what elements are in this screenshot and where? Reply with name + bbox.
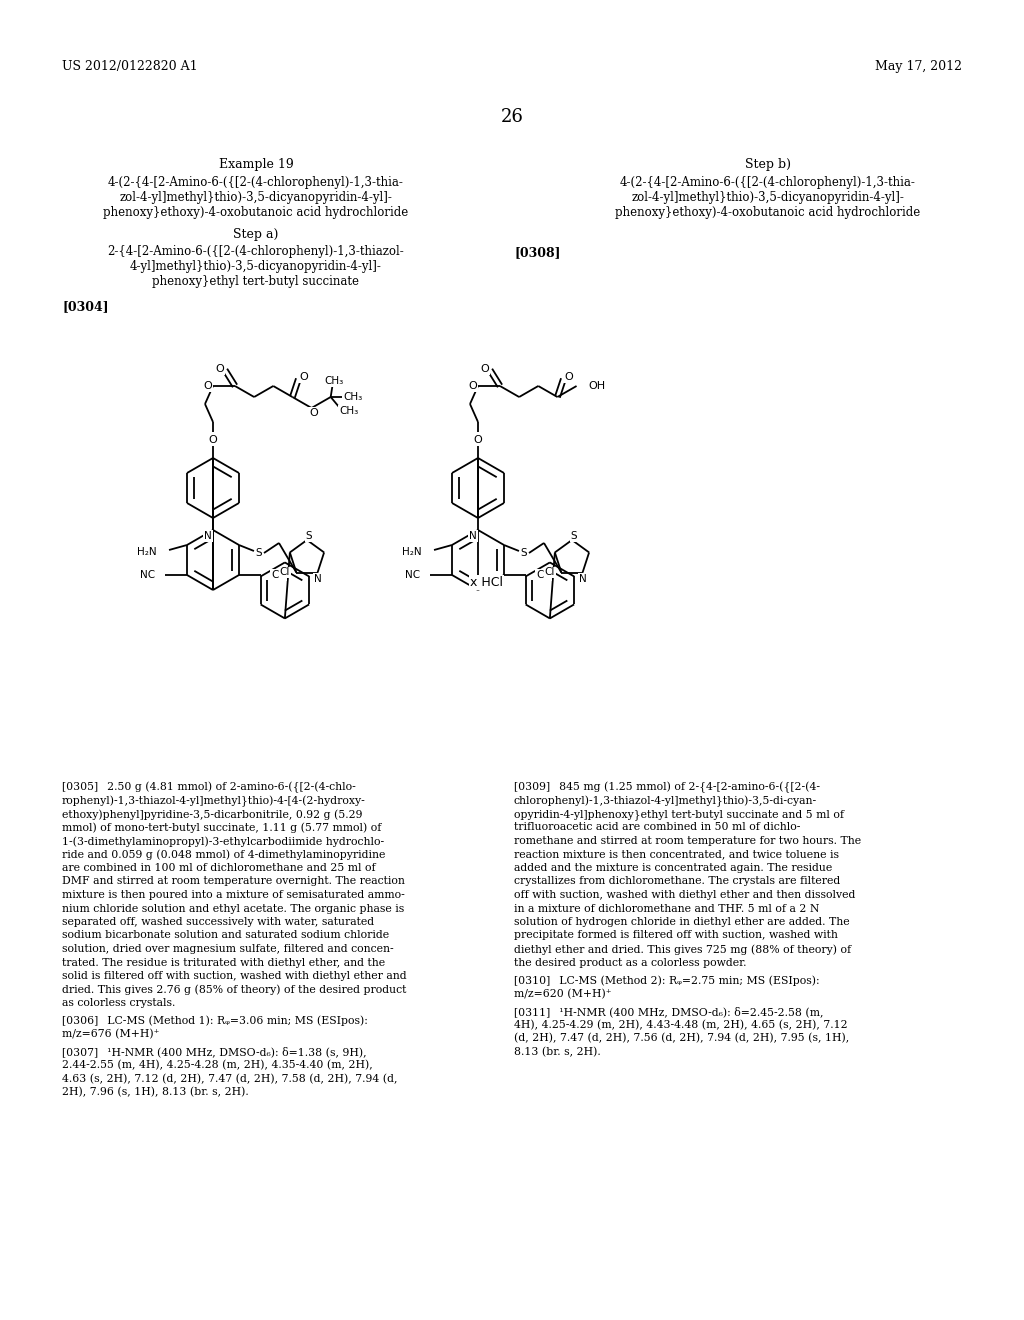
Text: zol-4-yl]methyl}thio)-3,5-dicyanopyridin-4-yl]-: zol-4-yl]methyl}thio)-3,5-dicyanopyridin… [632, 191, 904, 205]
Text: trifluoroacetic acid are combined in 50 ml of dichlo-: trifluoroacetic acid are combined in 50 … [514, 822, 801, 833]
Text: S: S [306, 531, 312, 541]
Text: solution, dried over magnesium sulfate, filtered and concen-: solution, dried over magnesium sulfate, … [62, 944, 393, 954]
Text: O: O [564, 372, 572, 381]
Text: phenoxy}ethoxy)-4-oxobutanoic acid hydrochloride: phenoxy}ethoxy)-4-oxobutanoic acid hydro… [615, 206, 921, 219]
Text: diethyl ether and dried. This gives 725 mg (88% of theory) of: diethyl ether and dried. This gives 725 … [514, 944, 851, 954]
Text: H₂N: H₂N [137, 546, 157, 557]
Text: O: O [299, 372, 308, 381]
Text: S: S [570, 531, 578, 541]
Text: 4-(2-{4-[2-Amino-6-({[2-(4-chlorophenyl)-1,3-thia-: 4-(2-{4-[2-Amino-6-({[2-(4-chlorophenyl)… [109, 176, 403, 189]
Text: as colorless crystals.: as colorless crystals. [62, 998, 175, 1008]
Text: 4H), 4.25-4.29 (m, 2H), 4.43-4.48 (m, 2H), 4.65 (s, 2H), 7.12: 4H), 4.25-4.29 (m, 2H), 4.43-4.48 (m, 2H… [514, 1019, 848, 1030]
Text: Example 19: Example 19 [219, 158, 293, 172]
Text: DMF and stirred at room temperature overnight. The reaction: DMF and stirred at room temperature over… [62, 876, 404, 887]
Text: trated. The residue is triturated with diethyl ether, and the: trated. The residue is triturated with d… [62, 957, 385, 968]
Text: separated off, washed successively with water, saturated: separated off, washed successively with … [62, 917, 374, 927]
Text: US 2012/0122820 A1: US 2012/0122820 A1 [62, 59, 198, 73]
Text: O: O [480, 364, 489, 374]
Text: nium chloride solution and ethyl acetate. The organic phase is: nium chloride solution and ethyl acetate… [62, 903, 404, 913]
Text: added and the mixture is concentrated again. The residue: added and the mixture is concentrated ag… [514, 863, 833, 873]
Text: phenoxy}ethyl tert-butyl succinate: phenoxy}ethyl tert-butyl succinate [153, 275, 359, 288]
Text: m/z=676 (M+H)⁺: m/z=676 (M+H)⁺ [62, 1030, 160, 1039]
Text: S: S [256, 548, 262, 558]
Text: are combined in 100 ml of dichloromethane and 25 ml of: are combined in 100 ml of dichloromethan… [62, 863, 376, 873]
Text: N: N [579, 574, 587, 583]
Text: rophenyl)-1,3-thiazol-4-yl]methyl}thio)-4-[4-(2-hydroxy-: rophenyl)-1,3-thiazol-4-yl]methyl}thio)-… [62, 796, 366, 807]
Text: solid is filtered off with suction, washed with diethyl ether and: solid is filtered off with suction, wash… [62, 972, 407, 981]
Text: Step a): Step a) [233, 228, 279, 242]
Text: 2H), 7.96 (s, 1H), 8.13 (br. s, 2H).: 2H), 7.96 (s, 1H), 8.13 (br. s, 2H). [62, 1086, 249, 1097]
Text: in a mixture of dichloromethane and THF. 5 ml of a 2 N: in a mixture of dichloromethane and THF.… [514, 903, 819, 913]
Text: May 17, 2012: May 17, 2012 [874, 59, 962, 73]
Text: 26: 26 [501, 108, 523, 125]
Text: NC: NC [404, 570, 420, 579]
Text: mmol) of mono-tert-butyl succinate, 1.11 g (5.77 mmol) of: mmol) of mono-tert-butyl succinate, 1.11… [62, 822, 381, 833]
Text: 1-(3-dimethylaminopropyl)-3-ethylcarbodiimide hydrochlo-: 1-(3-dimethylaminopropyl)-3-ethylcarbodi… [62, 836, 384, 846]
Text: ride and 0.059 g (0.048 mmol) of 4-dimethylaminopyridine: ride and 0.059 g (0.048 mmol) of 4-dimet… [62, 850, 385, 861]
Text: O: O [474, 436, 482, 445]
Text: CH₃: CH₃ [324, 376, 343, 385]
Text: 8.13 (br. s, 2H).: 8.13 (br. s, 2H). [514, 1047, 601, 1057]
Text: CN: CN [536, 570, 551, 579]
Text: O: O [216, 364, 224, 374]
Text: zol-4-yl]methyl}thio)-3,5-dicyanopyridin-4-yl]-: zol-4-yl]methyl}thio)-3,5-dicyanopyridin… [120, 191, 392, 205]
Text: 4-(2-{4-[2-Amino-6-({[2-(4-chlorophenyl)-1,3-thia-: 4-(2-{4-[2-Amino-6-({[2-(4-chlorophenyl)… [621, 176, 915, 189]
Text: dried. This gives 2.76 g (85% of theory) of the desired product: dried. This gives 2.76 g (85% of theory)… [62, 985, 407, 995]
Text: 2-{4-[2-Amino-6-({[2-(4-chlorophenyl)-1,3-thiazol-: 2-{4-[2-Amino-6-({[2-(4-chlorophenyl)-1,… [108, 246, 404, 257]
Text: Cl: Cl [545, 568, 555, 577]
Text: CH₃: CH₃ [339, 407, 358, 416]
Text: S: S [520, 548, 527, 558]
Text: O: O [469, 381, 477, 391]
Text: x HCl: x HCl [470, 576, 503, 589]
Text: ethoxy)phenyl]pyridine-3,5-dicarbonitrile, 0.92 g (5.29: ethoxy)phenyl]pyridine-3,5-dicarbonitril… [62, 809, 362, 820]
Text: H₂N: H₂N [402, 546, 422, 557]
Text: mixture is then poured into a mixture of semisaturated ammo-: mixture is then poured into a mixture of… [62, 890, 404, 900]
Text: [0305]  2.50 g (4.81 mmol) of 2-amino-6-({[2-(4-chlo-: [0305] 2.50 g (4.81 mmol) of 2-amino-6-(… [62, 781, 355, 793]
Text: Cl: Cl [280, 568, 290, 577]
Text: N: N [204, 531, 212, 541]
Text: reaction mixture is then concentrated, and twice toluene is: reaction mixture is then concentrated, a… [514, 850, 839, 859]
Text: phenoxy}ethoxy)-4-oxobutanoic acid hydrochloride: phenoxy}ethoxy)-4-oxobutanoic acid hydro… [103, 206, 409, 219]
Text: CH₃: CH₃ [343, 392, 362, 403]
Text: 4.63 (s, 2H), 7.12 (d, 2H), 7.47 (d, 2H), 7.58 (d, 2H), 7.94 (d,: 4.63 (s, 2H), 7.12 (d, 2H), 7.47 (d, 2H)… [62, 1073, 397, 1084]
Text: O: O [209, 436, 217, 445]
Text: 4-yl]methyl}thio)-3,5-dicyanopyridin-4-yl]-: 4-yl]methyl}thio)-3,5-dicyanopyridin-4-y… [130, 260, 382, 273]
Text: [0304]: [0304] [62, 300, 109, 313]
Text: off with suction, washed with diethyl ether and then dissolved: off with suction, washed with diethyl et… [514, 890, 855, 900]
Text: NC: NC [140, 570, 155, 579]
Text: [0309]  845 mg (1.25 mmol) of 2-{4-[2-amino-6-({[2-(4-: [0309] 845 mg (1.25 mmol) of 2-{4-[2-ami… [514, 781, 820, 793]
Text: [0310]  LC-MS (Method 2): Rᵩ=2.75 min; MS (ESIpos):: [0310] LC-MS (Method 2): Rᵩ=2.75 min; MS… [514, 975, 819, 986]
Text: sodium bicarbonate solution and saturated sodium chloride: sodium bicarbonate solution and saturate… [62, 931, 389, 940]
Text: crystallizes from dichloromethane. The crystals are filtered: crystallizes from dichloromethane. The c… [514, 876, 841, 887]
Text: Step b): Step b) [745, 158, 791, 172]
Text: opyridin-4-yl]phenoxy}ethyl tert-butyl succinate and 5 ml of: opyridin-4-yl]phenoxy}ethyl tert-butyl s… [514, 809, 844, 820]
Text: N: N [313, 574, 322, 583]
Text: (d, 2H), 7.47 (d, 2H), 7.56 (d, 2H), 7.94 (d, 2H), 7.95 (s, 1H),: (d, 2H), 7.47 (d, 2H), 7.56 (d, 2H), 7.9… [514, 1034, 849, 1043]
Text: [0306]  LC-MS (Method 1): Rᵩ=3.06 min; MS (ESIpos):: [0306] LC-MS (Method 1): Rᵩ=3.06 min; MS… [62, 1015, 368, 1026]
Text: 2.44-2.55 (m, 4H), 4.25-4.28 (m, 2H), 4.35-4.40 (m, 2H),: 2.44-2.55 (m, 4H), 4.25-4.28 (m, 2H), 4.… [62, 1060, 373, 1071]
Text: the desired product as a colorless powder.: the desired product as a colorless powde… [514, 957, 746, 968]
Text: OH: OH [589, 381, 605, 391]
Text: [0307]  ¹H-NMR (400 MHz, DMSO-d₆): δ=1.38 (s, 9H),: [0307] ¹H-NMR (400 MHz, DMSO-d₆): δ=1.38… [62, 1047, 367, 1057]
Text: m/z=620 (M+H)⁺: m/z=620 (M+H)⁺ [514, 989, 611, 999]
Text: O: O [309, 408, 317, 418]
Text: [0311]  ¹H-NMR (400 MHz, DMSO-d₆): δ=2.45-2.58 (m,: [0311] ¹H-NMR (400 MHz, DMSO-d₆): δ=2.45… [514, 1006, 823, 1016]
Text: O: O [204, 381, 212, 391]
Text: romethane and stirred at room temperature for two hours. The: romethane and stirred at room temperatur… [514, 836, 861, 846]
Text: chlorophenyl)-1,3-thiazol-4-yl]methyl}thio)-3,5-di-cyan-: chlorophenyl)-1,3-thiazol-4-yl]methyl}th… [514, 796, 817, 807]
Text: solution of hydrogen chloride in diethyl ether are added. The: solution of hydrogen chloride in diethyl… [514, 917, 850, 927]
Text: precipitate formed is filtered off with suction, washed with: precipitate formed is filtered off with … [514, 931, 838, 940]
Text: N: N [469, 531, 477, 541]
Text: [0308]: [0308] [514, 246, 560, 259]
Text: CN: CN [271, 570, 286, 579]
